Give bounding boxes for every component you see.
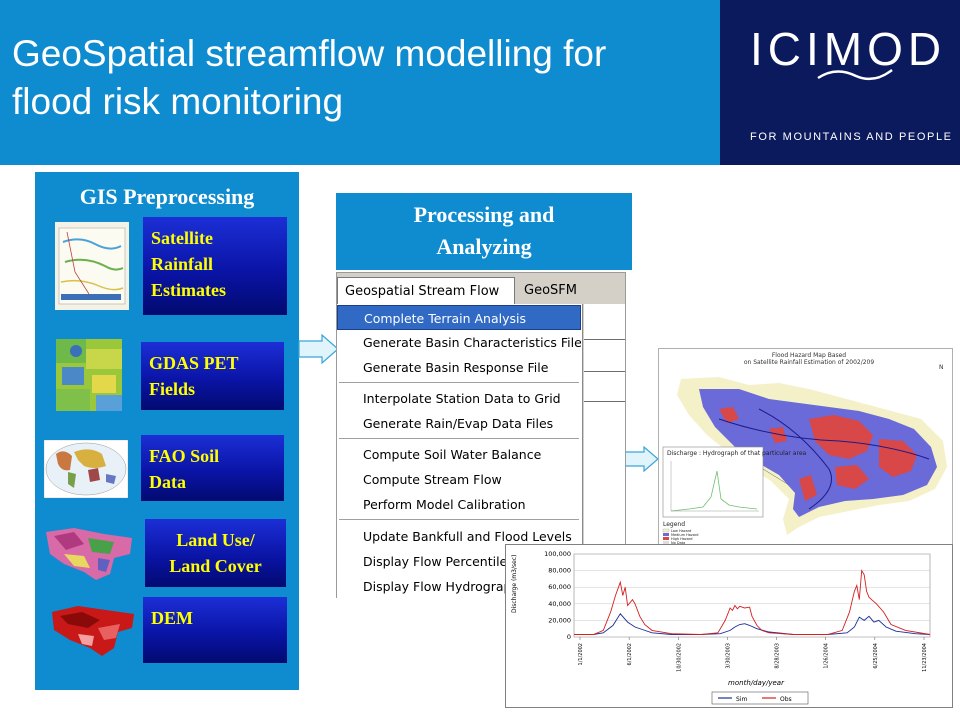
- chart-x-tick-label: 1/26/2004: [824, 643, 830, 669]
- fao-soil-box: FAO Soil Data: [141, 435, 284, 501]
- chart-x-tick-label: 8/28/2003: [775, 643, 781, 669]
- chart-plot-area: [573, 553, 931, 638]
- fao-line-1: FAO Soil: [149, 446, 220, 466]
- fao-line-2: Data: [149, 472, 186, 492]
- menu-item-compute-soil-water-balance[interactable]: Compute Soil Water Balance: [363, 447, 542, 462]
- chart-series-sim: [574, 613, 931, 635]
- dem-thumbnail: [48, 602, 138, 660]
- chart-y-tick-label: 20,000: [548, 616, 571, 624]
- menu-item-generate-basin-response[interactable]: Generate Basin Response File: [363, 360, 549, 375]
- processing-title-line-2: Analyzing: [436, 234, 532, 259]
- land-use-thumbnail: [44, 524, 136, 582]
- dem-box: DEM: [143, 597, 287, 663]
- fao-soil-thumbnail: [44, 440, 128, 498]
- legend-medium: Medium Hazard: [671, 533, 698, 537]
- chart-x-axis-label: month/day/year: [728, 679, 785, 687]
- land-use-line-1: Land Use/: [176, 530, 255, 550]
- menu-item-generate-basin-characteristics[interactable]: Generate Basin Characteristics File: [363, 335, 581, 350]
- flood-hazard-map: Flood Hazard Map Based on Satellite Rain…: [658, 348, 953, 548]
- title-line-1: GeoSpatial streamflow modelling for: [12, 33, 607, 74]
- legend-obs-label: Obs: [780, 696, 792, 703]
- land-use-line-2: Land Cover: [169, 556, 262, 576]
- satellite-rainfall-thumbnail: [55, 222, 129, 310]
- legend-nodata: No Data: [671, 541, 685, 545]
- menu-separator: [339, 519, 579, 521]
- menu-bar: Geospatial Stream Flow Model GeoSFM Util…: [337, 277, 625, 326]
- chart-y-tick-label: 40,000: [548, 600, 571, 608]
- chart-y-tick-label: 60,000: [548, 583, 571, 591]
- map-inset-label: Discharge : Hydrograph of that particula…: [667, 450, 807, 457]
- chart-x-tick-label: 11/23/2004: [922, 643, 928, 672]
- processing-header: Processing and Analyzing: [336, 193, 632, 270]
- menu-item-perform-model-calibration[interactable]: Perform Model Calibration: [363, 497, 526, 512]
- processing-title-line-1: Processing and: [413, 202, 555, 227]
- logo-wave-icon: [817, 69, 893, 81]
- gdas-line-1: GDAS PET: [149, 353, 239, 373]
- logo-tagline: FOR MOUNTAINS AND PEOPLE: [750, 131, 953, 143]
- gdas-pet-box: GDAS PET Fields: [141, 342, 284, 410]
- menu-item-update-bankfull[interactable]: Update Bankfull and Flood Levels: [363, 529, 572, 544]
- menu-item-generate-rain-evap[interactable]: Generate Rain/Evap Data Files: [363, 416, 554, 431]
- geosfm-menu-window: Geospatial Stream Flow Model GeoSFM Util…: [336, 272, 626, 598]
- legend-low: Low Hazard: [671, 529, 691, 533]
- land-use-box: Land Use/ Land Cover: [145, 519, 286, 587]
- legend-high: High Hazard: [671, 537, 693, 541]
- gis-panel-title: GIS Preprocessing: [79, 184, 255, 209]
- satellite-line-1: Satellite: [151, 228, 213, 248]
- chart-x-tick-label: 6/25/2004: [873, 643, 879, 669]
- menu-geospatial-stream-flow-model[interactable]: Geospatial Stream Flow Model: [337, 277, 515, 326]
- menu-separator: [339, 438, 579, 440]
- menu-separator: [339, 382, 579, 384]
- menu-geosfm-utilities[interactable]: GeoSFM Utilities: [524, 283, 577, 325]
- chart-y-tick-label: 0: [567, 633, 571, 641]
- map-north-arrow: N: [939, 364, 944, 371]
- map-legend-title: Legend: [663, 521, 685, 528]
- logo-text: ICIMOD: [750, 23, 947, 75]
- chart-series-obs: [574, 569, 931, 635]
- arrow-right-icon-1: [298, 334, 339, 364]
- gdas-pet-thumbnail: [56, 339, 122, 411]
- gis-preprocessing-panel: GIS Preprocessing Satellite Rainfall Est…: [35, 172, 299, 690]
- map-title-line-1: Flood Hazard Map Based: [772, 352, 846, 359]
- slide-title: GeoSpatial streamflow modelling for floo…: [12, 30, 712, 126]
- chart-y-axis-label: Discharge (m3/sec): [511, 555, 518, 613]
- legend-sim-label: Sim: [736, 696, 747, 703]
- title-line-2: flood risk monitoring: [12, 81, 344, 122]
- discharge-chart-svg: Discharge (m3/sec) month/day/year 100,00…: [511, 550, 931, 705]
- map-title-line-2: on Satellite Rainfall Estimation of 2002…: [744, 359, 875, 366]
- dem-line-1: DEM: [151, 608, 193, 628]
- menu-item-compute-stream-flow[interactable]: Compute Stream Flow: [363, 472, 502, 487]
- menu-item-complete-terrain-analysis[interactable]: Complete Terrain Analysis: [337, 305, 581, 330]
- chart-y-tick-label: 100,000: [544, 550, 571, 558]
- icimod-logo: ICIMOD FOR MOUNTAINS AND PEOPLE: [720, 0, 960, 165]
- chart-x-tick-label: 10/30/2002: [676, 643, 682, 672]
- chart-x-tick-label: 6/1/2002: [627, 643, 633, 665]
- satellite-line-3: Estimates: [151, 280, 226, 300]
- chart-x-tick-label: 3/30/2003: [725, 643, 731, 669]
- gdas-line-2: Fields: [149, 379, 196, 399]
- flood-map-graphic: Flood Hazard Map Based on Satellite Rain…: [662, 352, 947, 545]
- menu-item-interpolate-station-data[interactable]: Interpolate Station Data to Grid: [363, 391, 561, 406]
- chart-legend: [711, 691, 809, 705]
- chart-x-tick-label: 1/1/2002: [578, 643, 584, 665]
- slide-header: GeoSpatial streamflow modelling for floo…: [0, 0, 720, 165]
- satellite-line-2: Rainfall: [151, 254, 214, 274]
- chart-y-tick-label: 80,000: [548, 567, 571, 575]
- discharge-chart: Discharge (m3/sec) month/day/year 100,00…: [505, 544, 953, 708]
- arrow-right-icon-2: [624, 446, 659, 472]
- satellite-rainfall-box: Satellite Rainfall Estimates: [143, 217, 287, 315]
- menu-item-display-flow-hydrographs[interactable]: Display Flow Hydrographs: [363, 579, 526, 594]
- menu-item-display-flow-percentile-map[interactable]: Display Flow Percentile Map: [363, 554, 538, 569]
